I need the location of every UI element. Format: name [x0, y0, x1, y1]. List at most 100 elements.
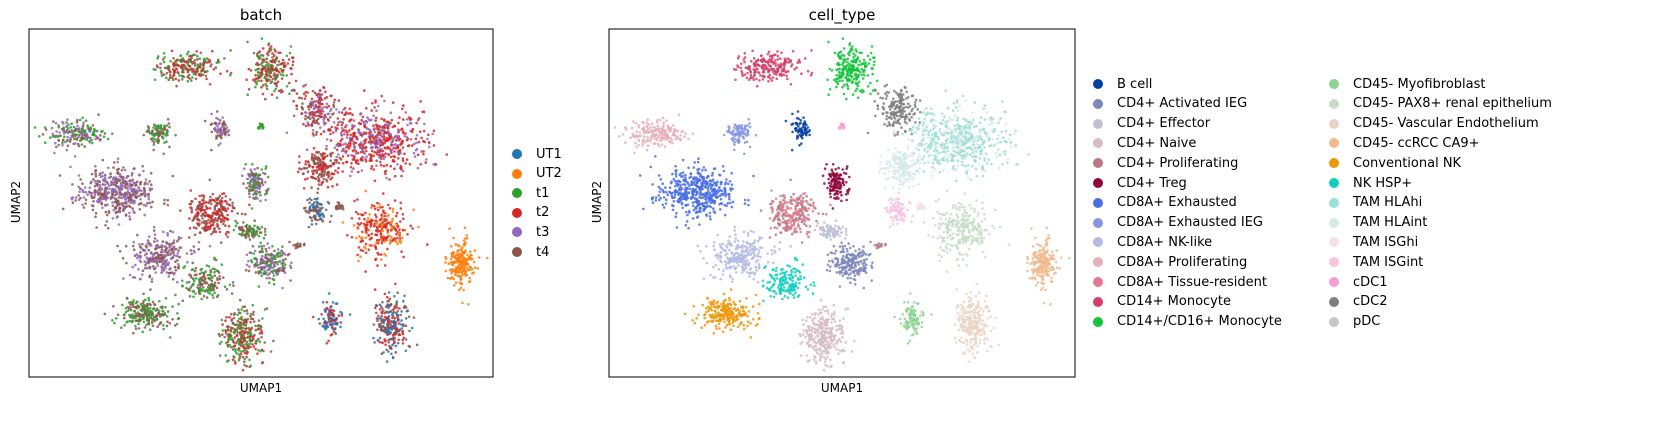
cell-point	[161, 58, 165, 61]
cell-point	[762, 63, 765, 67]
cell-point	[776, 58, 780, 61]
cell-point	[199, 51, 203, 55]
cell-point	[749, 60, 753, 63]
cell-point	[783, 66, 786, 70]
cell-point	[743, 60, 746, 64]
cell-point	[761, 57, 765, 61]
cell-point	[198, 57, 201, 60]
cell-point	[773, 69, 777, 73]
cell-point	[780, 51, 783, 55]
cell-point	[778, 73, 782, 77]
cell-point	[749, 70, 752, 73]
cell-point	[743, 52, 747, 55]
cell-point	[765, 66, 769, 70]
cell-point	[776, 50, 779, 53]
cell-point	[207, 58, 210, 61]
cell-point	[162, 73, 166, 76]
cell-point	[734, 78, 737, 82]
cell-point	[172, 57, 175, 60]
cell-point	[197, 65, 200, 69]
cell-point	[797, 59, 801, 63]
cell-point	[830, 69, 834, 72]
cell-point	[219, 72, 222, 75]
cell-point	[165, 76, 168, 80]
cell-point	[741, 74, 744, 77]
cell-point	[194, 77, 198, 81]
cell-point	[760, 66, 764, 69]
cell-point	[768, 55, 772, 58]
cell-cluster	[826, 37, 879, 101]
cell-point	[193, 64, 197, 67]
cell-point	[204, 70, 207, 74]
cell-point	[755, 60, 758, 64]
cell-point	[737, 55, 741, 58]
cell-point	[171, 78, 175, 82]
cell-point	[740, 71, 744, 75]
cell-point	[172, 64, 176, 68]
cell-point	[751, 49, 754, 53]
cell-point	[753, 70, 757, 73]
cell-point	[214, 66, 218, 69]
cell-point	[190, 79, 193, 82]
cell-point	[212, 68, 216, 71]
cell-point	[178, 74, 181, 77]
cell-point	[871, 72, 874, 76]
cell-point	[229, 71, 233, 75]
cell-point	[748, 78, 751, 82]
cell-points	[613, 37, 1071, 372]
cell-point	[159, 62, 162, 66]
cell-point	[177, 71, 180, 75]
cell-point	[768, 64, 772, 68]
cell-point	[755, 84, 759, 88]
cell-point	[757, 71, 761, 75]
cell-point	[747, 67, 751, 70]
cell-point	[180, 78, 184, 81]
cell-point	[191, 76, 194, 79]
cell-point	[165, 71, 169, 75]
cell-point	[182, 70, 185, 74]
cell-point	[205, 77, 208, 81]
cell-point	[181, 57, 184, 61]
cell-point	[181, 63, 184, 67]
cell-point	[763, 60, 767, 63]
cell-point	[806, 69, 810, 73]
cell-point	[181, 74, 184, 78]
cell-point	[771, 76, 775, 79]
cell-point	[779, 57, 782, 60]
cell-point	[755, 77, 758, 81]
cell-point	[774, 53, 777, 57]
cell-point	[810, 71, 814, 75]
batch-title: batch	[239, 6, 283, 24]
cell-point	[162, 60, 166, 64]
cell-point	[803, 57, 807, 60]
cell-point	[186, 79, 190, 83]
cell-point	[767, 50, 771, 54]
cell-point	[776, 70, 779, 73]
cell-point	[766, 59, 770, 63]
cell-point	[793, 68, 796, 71]
cell-point	[791, 49, 795, 53]
cell-point	[186, 75, 190, 79]
cell-cluster	[732, 49, 814, 88]
cell-point	[208, 83, 212, 86]
cell-point	[761, 60, 764, 63]
cell-point	[202, 66, 205, 70]
cell-point	[780, 64, 783, 67]
cell-point	[175, 68, 179, 71]
cell-point	[790, 65, 793, 68]
cell-point	[783, 63, 786, 66]
cell-point	[734, 68, 738, 71]
cell-point	[769, 77, 772, 80]
cell-point	[159, 69, 163, 73]
cell-point	[835, 68, 838, 72]
cell-point	[749, 76, 752, 79]
cell-point	[786, 61, 790, 64]
cell-point	[192, 69, 196, 73]
cell-point	[873, 60, 876, 63]
cell-points	[33, 37, 489, 372]
cell-point	[168, 76, 172, 79]
cell-point	[785, 70, 788, 74]
cell-point	[188, 73, 191, 77]
cell-point	[739, 66, 743, 70]
